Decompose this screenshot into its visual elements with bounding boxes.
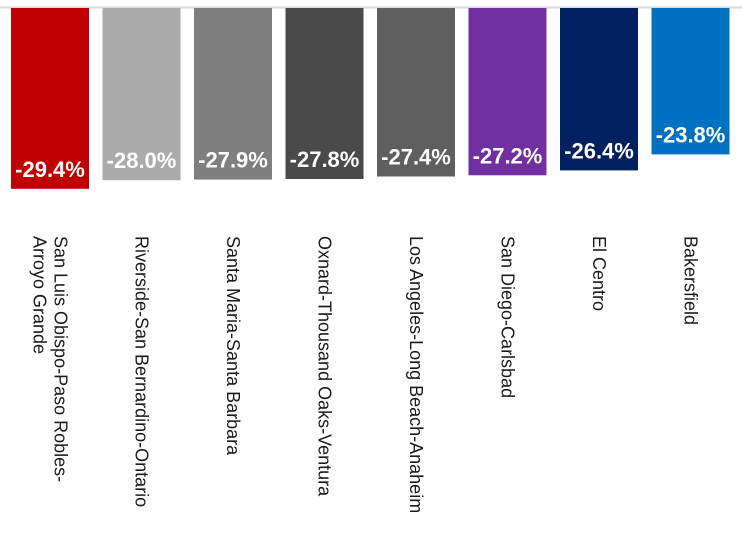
bar-1 [11, 8, 89, 189]
bar-3 [194, 8, 272, 180]
category-label-8: Bakersfield [681, 236, 701, 325]
bar-5 [377, 8, 455, 177]
bar-value-label-8: -23.8% [656, 122, 726, 147]
category-label-line: Santa Maria-Santa Barbara [223, 236, 243, 456]
category-label-line: El Centro [589, 236, 609, 311]
category-label-line: Arroyo Grande [30, 236, 50, 354]
bar-value-label-7: -26.4% [564, 138, 634, 163]
category-label-line: Bakersfield [681, 236, 701, 325]
category-label-5: Los Angeles-Long Beach-Anaheim [406, 236, 426, 513]
category-label-3: Santa Maria-Santa Barbara [223, 236, 243, 456]
bar-value-label-6: -27.2% [473, 143, 543, 168]
bar-value-label-5: -27.4% [381, 145, 451, 170]
category-label-line: Riverside-San Bernardino-Ontario [132, 236, 152, 507]
category-label-2: Riverside-San Bernardino-Ontario [132, 236, 152, 507]
bar-value-label-2: -28.0% [107, 148, 177, 173]
category-label-line: Oxnard-Thousand Oaks-Ventura [315, 236, 335, 497]
category-label-4: Oxnard-Thousand Oaks-Ventura [315, 236, 335, 497]
bar-value-label-4: -27.8% [290, 147, 360, 172]
category-label-6: San Diego-Carlsbad [498, 236, 518, 398]
bar-value-label-1: -29.4% [15, 157, 85, 182]
category-label-7: El Centro [589, 236, 609, 311]
category-label-line: San Diego-Carlsbad [498, 236, 518, 398]
bar-6 [468, 8, 547, 176]
bar-2 [102, 8, 181, 181]
category-label-line: Los Angeles-Long Beach-Anaheim [406, 236, 426, 513]
bar-7 [560, 8, 638, 171]
bar-4 [285, 8, 364, 179]
bar-8 [651, 8, 730, 155]
category-label-1: San Luis Obispo-Paso Robles-Arroyo Grand… [30, 236, 71, 482]
bar-value-label-3: -27.9% [198, 148, 268, 173]
category-label-line: San Luis Obispo-Paso Robles- [51, 236, 71, 482]
